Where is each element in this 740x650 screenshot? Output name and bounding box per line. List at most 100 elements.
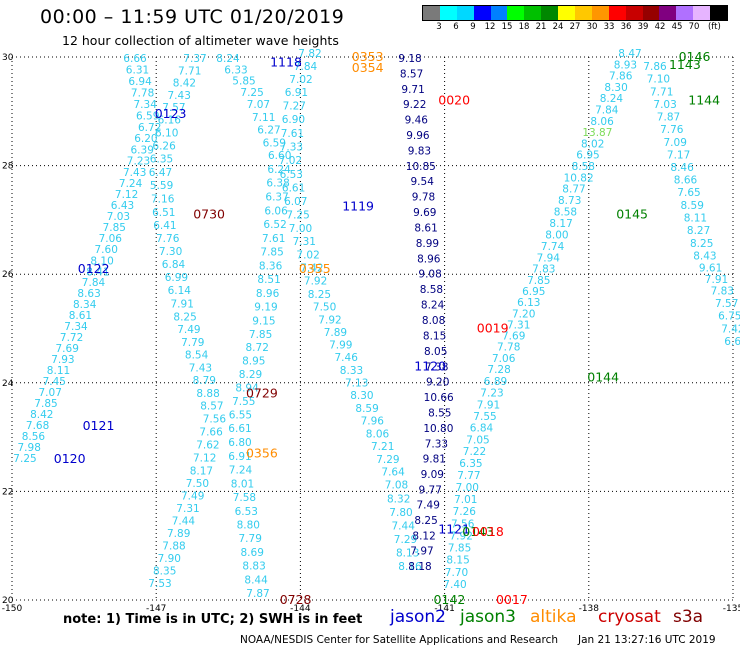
swh-value: 7.38 [425, 361, 448, 373]
pass-time-label: 0018 [472, 524, 504, 539]
swh-value: 6.39 [131, 144, 154, 156]
swh-value: 7.00 [456, 482, 479, 494]
swh-value: 7.56 [451, 518, 475, 530]
lon-tick-label: -135 [723, 604, 740, 614]
colorbar-label: (ft) [707, 22, 721, 32]
pass-time-label: 1118 [270, 54, 302, 69]
pass-time-label: 0121 [83, 418, 115, 433]
colorbar-label: 30 [586, 22, 598, 32]
swh-value: 9.83 [408, 145, 431, 157]
swh-value: 9.22 [403, 99, 426, 111]
swh-value: 7.02 [296, 249, 319, 261]
swh-value: 6.66 [123, 53, 147, 65]
swh-value: 6.84 [162, 259, 186, 271]
swh-value: 7.92 [304, 276, 327, 288]
swh-value: 7.96 [361, 416, 385, 428]
colorbar-swatch [608, 6, 626, 20]
swh-value: 7.31 [507, 319, 530, 331]
swh-value: 8.29 [239, 369, 262, 381]
swh-value: 10.85 [406, 161, 436, 173]
pass-time-label: 0728 [280, 592, 312, 607]
swh-value: 7.72 [60, 332, 83, 344]
lat-tick-label: 26 [2, 270, 14, 280]
swh-value: 8.33 [340, 365, 363, 377]
swh-value: 6.91 [228, 451, 251, 463]
swh-value: 7.83 [532, 264, 555, 276]
swh-value: 7.50 [186, 478, 209, 490]
pass-time-label: 1144 [688, 92, 720, 107]
swh-value: 9.71 [401, 84, 424, 96]
pass-time-label: 0354 [352, 60, 384, 75]
swh-value: 8.57 [200, 401, 223, 413]
swh-value: 6.27 [257, 125, 280, 137]
swh-value: 5.59 [150, 180, 173, 192]
swh-value: 6.35 [150, 154, 173, 166]
swh-value: 7.07 [39, 387, 62, 399]
swh-value: 7.25 [240, 87, 263, 99]
map-grid [11, 56, 734, 601]
swh-value: 7.71 [178, 65, 201, 77]
swh-value: 7.11 [252, 112, 275, 124]
colorbar-label: 45 [671, 22, 683, 32]
swh-value: 7.92 [450, 531, 473, 543]
colorbar-label: 42 [654, 22, 666, 32]
swh-value: 9.46 [405, 115, 429, 127]
swh-value: 8.51 [257, 274, 280, 286]
swh-value: 7.26 [453, 506, 477, 518]
swh-value: 6.26 [152, 141, 176, 153]
swh-value: 5.85 [232, 76, 255, 88]
swh-value: 6.35 [459, 458, 482, 470]
swh-value: 7.66 [199, 427, 223, 439]
swh-value: 8.44 [244, 574, 268, 586]
colorbar-swatch [591, 6, 609, 20]
lon-tick-label: -144 [290, 604, 311, 614]
swh-value: 7.30 [159, 246, 182, 258]
swh-value: 7.86 [609, 71, 633, 83]
pass-time-label: 0143 [462, 524, 494, 539]
swh-value: 7.68 [26, 420, 49, 432]
swh-value: 8.32 [387, 493, 410, 505]
swh-value: 8.30 [604, 82, 627, 94]
lat-tick-label: 22 [2, 487, 13, 497]
swh-value: 8.01 [231, 478, 254, 490]
colorbar-label: 27 [569, 22, 581, 32]
swh-value: 8.17 [190, 465, 213, 477]
swh-value: 8.66 [674, 175, 698, 187]
swh-value: 8.34 [73, 299, 97, 311]
colorbar-swatch [439, 6, 457, 20]
swh-value: 7.33 [425, 438, 448, 450]
legend-altika: altika [530, 607, 577, 627]
swh-value: 7.77 [457, 470, 480, 482]
swh-value: 7.20 [512, 308, 535, 320]
swh-value: 7.60 [95, 244, 118, 256]
satellite-track: 6.677.426.757.577.837.919.618.438.258.27… [643, 61, 740, 348]
swh-value: 6.61 [282, 182, 305, 194]
swh-value: 6.72 [138, 122, 161, 134]
swh-value: 10.82 [564, 172, 594, 184]
pass-time-label: 0122 [78, 261, 110, 276]
swh-value: 7.40 [443, 579, 466, 591]
swh-value: 6.67 [724, 336, 740, 348]
swh-value: 8.61 [414, 222, 437, 234]
swh-value: 8.63 [77, 288, 100, 300]
satellite-track: 7.257.988.567.688.427.857.077.458.117.93… [13, 53, 161, 465]
colorbar-swatch [710, 6, 728, 20]
colorbar-swatch [625, 6, 643, 20]
swh-value: 8.58 [420, 284, 443, 296]
swh-value: 8.30 [350, 390, 373, 402]
colorbar-label: 24 [552, 22, 564, 32]
swh-value: 8.02 [581, 138, 604, 150]
swh-value: 7.92 [318, 314, 341, 326]
swh-value: 6.16 [158, 115, 182, 127]
swh-value: 8.58 [572, 161, 595, 173]
swh-value: 7.49 [177, 324, 200, 336]
swh-value: 6.80 [228, 437, 251, 449]
swh-value: 8.17 [549, 218, 572, 230]
swh-value: 7.25 [13, 453, 36, 465]
swh-value: 6.75 [718, 311, 740, 323]
swh-value: 8.42 [30, 409, 53, 421]
swh-value: 8.61 [69, 310, 92, 322]
swh-value: 7.85 [103, 222, 126, 234]
swh-value: 6.53 [235, 506, 258, 518]
pass-time-label: 0355 [299, 261, 331, 276]
